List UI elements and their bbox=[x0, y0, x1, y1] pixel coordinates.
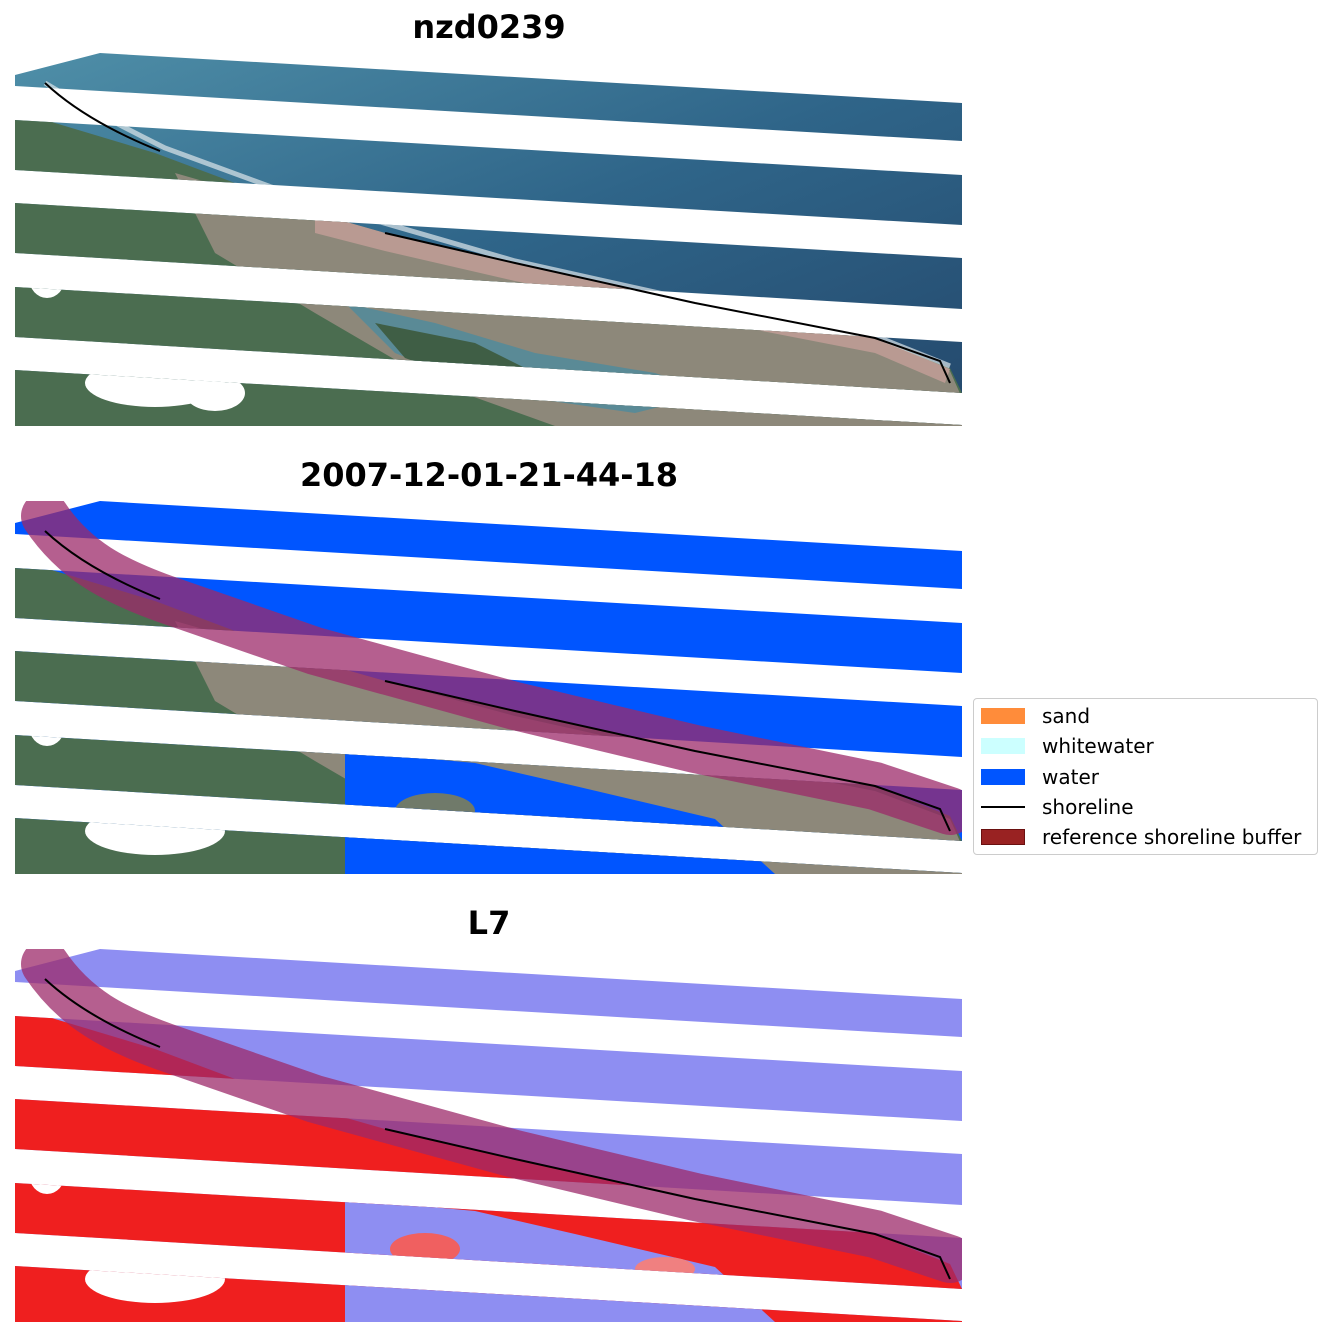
legend-item-whitewater: whitewater bbox=[981, 734, 1154, 758]
panel-title-classification: 2007-12-01-21-44-18 bbox=[299, 456, 679, 494]
legend-label: whitewater bbox=[1042, 734, 1154, 758]
legend-label: water bbox=[1042, 765, 1099, 789]
legend: sand whitewater water shoreline referenc… bbox=[973, 698, 1318, 855]
rgb-image-panel bbox=[15, 53, 962, 426]
classified-image bbox=[15, 501, 962, 874]
legend-label: shoreline bbox=[1042, 795, 1134, 819]
index-image bbox=[15, 949, 962, 1322]
shoreline-segment-south bbox=[384, 1128, 951, 1280]
legend-item-water: water bbox=[981, 765, 1099, 789]
legend-label: reference shoreline buffer bbox=[1042, 825, 1302, 849]
whitewater-swatch bbox=[981, 738, 1025, 754]
shoreline-segment-south bbox=[384, 680, 951, 832]
classification-panel bbox=[15, 501, 962, 874]
legend-label: sand bbox=[1042, 704, 1091, 728]
legend-item-shoreline: shoreline bbox=[981, 795, 1134, 819]
shoreline-segment-north bbox=[44, 978, 161, 1048]
shoreline-segment-north bbox=[44, 530, 161, 600]
buffer-swatch bbox=[981, 829, 1025, 845]
panel-title-index: L7 bbox=[467, 904, 511, 942]
water-swatch bbox=[981, 769, 1025, 785]
shoreline-segment-south bbox=[384, 232, 951, 384]
shoreline-line-swatch bbox=[981, 806, 1025, 808]
index-panel bbox=[15, 949, 962, 1322]
panel-title-rgb: nzd0239 bbox=[412, 8, 566, 46]
legend-item-sand: sand bbox=[981, 704, 1091, 728]
legend-item-buffer: reference shoreline buffer bbox=[981, 825, 1302, 849]
rgb-satellite-image bbox=[15, 53, 962, 426]
shoreline-segment-north bbox=[44, 82, 161, 152]
sand-swatch bbox=[981, 708, 1025, 724]
